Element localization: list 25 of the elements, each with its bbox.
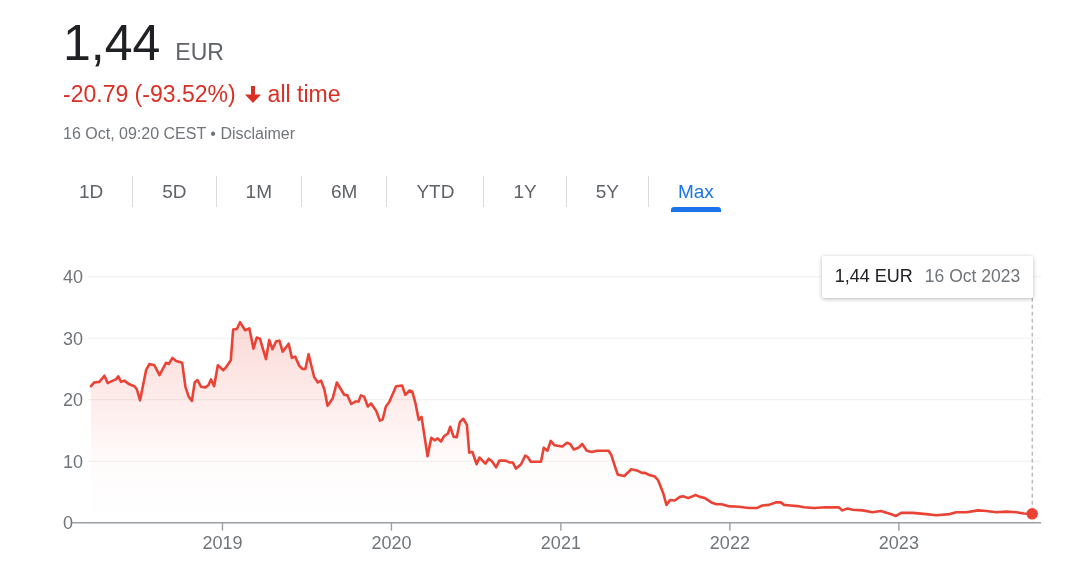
x-tick-label: 2020 (371, 532, 412, 553)
y-tick-label: 10 (63, 451, 84, 472)
text: all time (267, 81, 341, 107)
ref-line-label: 16 Oct 2023 (924, 266, 1021, 287)
y-tick-label: 40 (63, 267, 84, 287)
text: 1Y (513, 180, 537, 202)
annotation: 1,44 EUR (834, 266, 913, 287)
text: 16 Oct, 09:20 CEST • Disclaimer (63, 125, 296, 142)
x-tick-label: 2021 (540, 532, 581, 553)
x-tick-label: 2023 (878, 532, 919, 553)
x-tick-label: 2022 (709, 532, 750, 553)
chart-title: 1,44 (63, 15, 161, 71)
y-tick-label: 20 (63, 390, 84, 410)
text: 1M (245, 180, 272, 202)
y-tick-label: 30 (63, 328, 84, 349)
x-tick-label: 2019 (202, 532, 243, 553)
text: 1D (79, 180, 104, 202)
text: EUR (175, 39, 224, 65)
text: 6M (331, 180, 358, 202)
text: 5D (162, 180, 187, 202)
text: Max (677, 180, 714, 202)
text: YTD (416, 180, 455, 202)
y-tick-label: 0 (63, 513, 74, 533)
text: 5Y (595, 180, 619, 202)
chart-subtitle: -20.79 (-93.52%) (63, 81, 236, 107)
